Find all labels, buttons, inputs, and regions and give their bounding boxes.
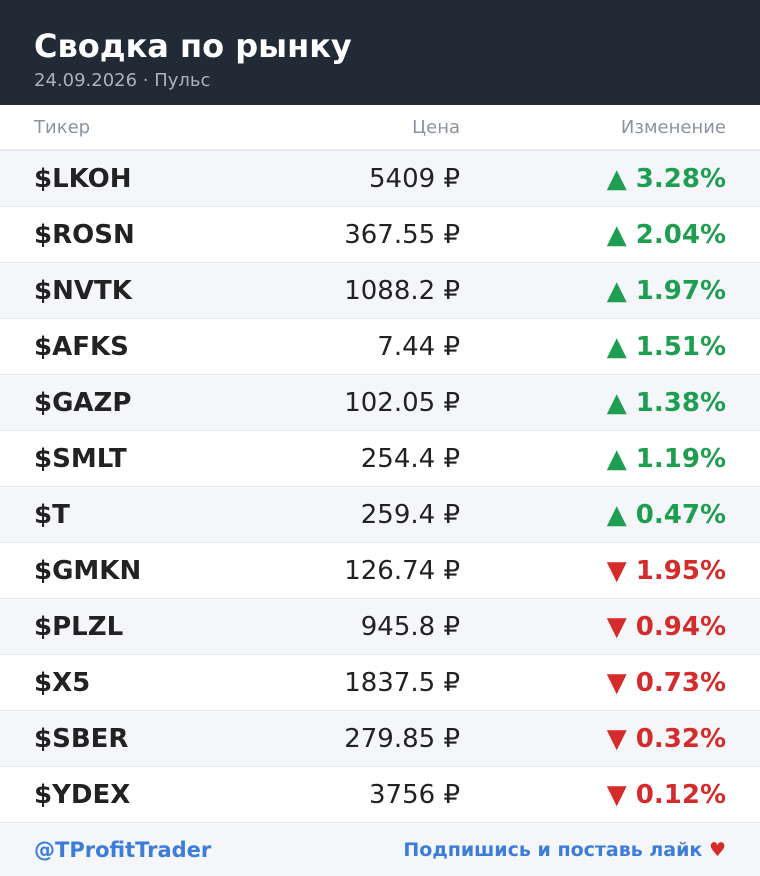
- table-row: $GMKN 126.74 ₽ ▼ 1.95%: [0, 543, 760, 599]
- price: 3756 ₽: [369, 779, 460, 810]
- price: 126.74 ₽: [344, 555, 460, 586]
- change: ▼ 0.73%: [606, 667, 726, 698]
- ticker: $X5: [34, 667, 91, 698]
- change: ▼ 0.32%: [606, 723, 726, 754]
- table-row: $NVTK 1088.2 ₽ ▲ 1.97%: [0, 263, 760, 319]
- change: ▲ 1.19%: [606, 443, 726, 474]
- ticker: $AFKS: [34, 331, 129, 362]
- footer: @TProfitTrader Подпишись и поставь лайк …: [0, 823, 760, 876]
- price: 102.05 ₽: [344, 387, 460, 418]
- price: 5409 ₽: [369, 163, 460, 194]
- price: 1837.5 ₽: [344, 667, 460, 698]
- price: 7.44 ₽: [377, 331, 460, 362]
- price: 259.4 ₽: [360, 499, 460, 530]
- ticker: $GMKN: [34, 555, 142, 586]
- price: 367.55 ₽: [344, 219, 460, 250]
- header: Сводка по рынку 24.09.2026 · Пульс: [0, 0, 760, 105]
- ticker: $SBER: [34, 723, 129, 754]
- cta-text: Подпишись и поставь лайк: [403, 838, 703, 861]
- table-row: $SBER 279.85 ₽ ▼ 0.32%: [0, 711, 760, 767]
- ticker: $T: [34, 499, 70, 530]
- change: ▲ 3.28%: [606, 163, 726, 194]
- heart: ♥: [708, 838, 726, 861]
- table-row: $SMLT 254.4 ₽ ▲ 1.19%: [0, 431, 760, 487]
- change: ▲ 0.47%: [606, 499, 726, 530]
- ticker: $NVTK: [34, 275, 132, 306]
- table-row: $X5 1837.5 ₽ ▼ 0.73%: [0, 655, 760, 711]
- ticker: $ROSN: [34, 219, 135, 250]
- ticker: $SMLT: [34, 443, 127, 474]
- ticker: $YDEX: [34, 779, 131, 810]
- table-row: $LKOH 5409 ₽ ▲ 3.28%: [0, 151, 760, 207]
- change: ▲ 1.97%: [606, 275, 726, 306]
- table-row: $T 259.4 ₽ ▲ 0.47%: [0, 487, 760, 543]
- price: 279.85 ₽: [344, 723, 460, 754]
- column-title: Тикер: [34, 116, 91, 138]
- price: 254.4 ₽: [360, 443, 460, 474]
- title: Сводка по рынку: [34, 27, 352, 65]
- price: 945.8 ₽: [360, 611, 460, 642]
- table-row: $AFKS 7.44 ₽ ▲ 1.51%: [0, 319, 760, 375]
- handle[interactable]: @TProfitTrader: [34, 837, 212, 862]
- change: ▲ 1.38%: [606, 387, 726, 418]
- subtitle: 24.09.2026 · Пульс: [34, 70, 211, 91]
- ticker: $PLZL: [34, 611, 124, 642]
- change: ▲ 1.51%: [606, 331, 726, 362]
- table-row: $YDEX 3756 ₽ ▼ 0.12%: [0, 767, 760, 823]
- table-row: $GAZP 102.05 ₽ ▲ 1.38%: [0, 375, 760, 431]
- column-header: Тикер Цена Изменение: [0, 105, 760, 151]
- ticker: $GAZP: [34, 387, 132, 418]
- change: ▲ 2.04%: [606, 219, 726, 250]
- ticker: $LKOH: [34, 163, 132, 194]
- table-row: $ROSN 367.55 ₽ ▲ 2.04%: [0, 207, 760, 263]
- price: 1088.2 ₽: [344, 275, 460, 306]
- column-title: Цена: [412, 116, 460, 138]
- column-title: Изменение: [620, 116, 726, 138]
- table: Тикер Цена Изменение $LKOH 5409 ₽ ▲ 3.28% $…: [0, 105, 760, 823]
- change: ▼ 0.12%: [606, 779, 726, 810]
- cta[interactable]: Подпишись и поставь лайк ♥: [403, 839, 726, 861]
- table-row: $PLZL 945.8 ₽ ▼ 0.94%: [0, 599, 760, 655]
- change: ▼ 1.95%: [606, 555, 726, 586]
- change: ▼ 0.94%: [606, 611, 726, 642]
